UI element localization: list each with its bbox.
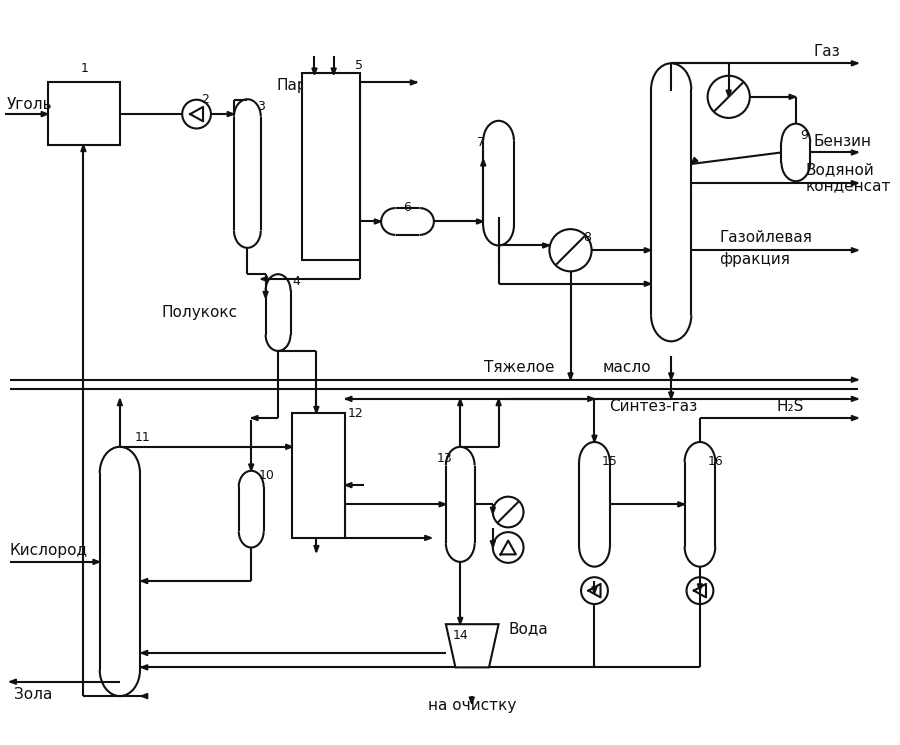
Polygon shape [10,679,16,684]
Polygon shape [141,650,148,656]
Text: масло: масло [602,360,651,375]
Polygon shape [410,80,417,85]
Text: Кислород: Кислород [10,543,87,558]
Polygon shape [588,396,595,402]
Polygon shape [851,396,859,402]
Polygon shape [41,112,48,117]
Polygon shape [726,90,732,97]
Text: 7: 7 [476,136,484,149]
Text: Тяжелое: Тяжелое [484,360,554,375]
Polygon shape [698,584,703,591]
Text: Уголь: Уголь [6,97,52,112]
Polygon shape [314,545,319,552]
Text: 3: 3 [257,100,265,113]
Polygon shape [346,483,352,488]
Polygon shape [314,407,319,413]
Text: 11: 11 [134,431,150,444]
Polygon shape [227,112,234,117]
Polygon shape [141,665,148,670]
Text: на очистку: на очистку [428,698,516,713]
Polygon shape [568,373,573,380]
Text: фракция: фракция [719,253,790,267]
Text: 10: 10 [259,469,274,482]
Polygon shape [141,694,148,699]
Polygon shape [81,145,86,151]
Text: Пар: Пар [276,77,307,93]
Polygon shape [425,536,431,540]
Polygon shape [285,444,292,449]
Text: 8: 8 [583,231,591,244]
Text: 5: 5 [355,59,363,72]
Polygon shape [312,68,317,75]
Polygon shape [263,291,268,298]
Polygon shape [491,507,495,514]
Polygon shape [669,373,674,380]
Polygon shape [141,579,148,583]
Text: Водяной: Водяной [806,162,874,177]
Text: 13: 13 [436,451,452,465]
Polygon shape [669,392,674,399]
Text: Бензин: Бензин [813,134,871,150]
Text: 1: 1 [80,62,88,74]
Text: 16: 16 [707,454,724,468]
Polygon shape [592,587,597,594]
Polygon shape [851,247,859,253]
Polygon shape [458,618,463,624]
Polygon shape [346,396,352,402]
Polygon shape [93,559,100,565]
Bar [292,413,346,538]
Text: 14: 14 [453,630,468,642]
Polygon shape [691,157,698,164]
Text: Газойлевая: Газойлевая [719,230,812,245]
Text: 4: 4 [292,276,301,288]
Polygon shape [458,399,463,405]
Text: Зола: Зола [14,687,53,702]
Polygon shape [851,377,859,382]
Polygon shape [678,502,685,507]
Polygon shape [469,697,474,704]
Text: H₂S: H₂S [777,399,804,414]
Polygon shape [476,219,483,224]
Polygon shape [439,502,446,507]
Polygon shape [117,399,122,405]
Text: конденсат: конденсат [806,179,891,194]
Polygon shape [851,416,859,421]
Polygon shape [481,159,486,166]
Bar [302,73,360,260]
Polygon shape [374,219,381,224]
Polygon shape [331,68,337,75]
Text: 12: 12 [348,407,364,419]
Text: Газ: Газ [813,44,840,60]
Text: Полукокс: Полукокс [161,305,238,320]
Polygon shape [446,624,499,668]
Text: 6: 6 [402,200,410,214]
Polygon shape [543,243,549,248]
Text: Синтез-газ: Синтез-газ [609,399,698,414]
Polygon shape [851,61,859,66]
Polygon shape [248,464,254,471]
Text: 2: 2 [202,93,209,107]
Text: 9: 9 [801,129,808,142]
Polygon shape [491,541,495,548]
Polygon shape [644,282,651,286]
Polygon shape [789,95,796,99]
Text: 15: 15 [602,454,618,468]
Polygon shape [851,150,859,155]
Polygon shape [261,276,267,282]
Polygon shape [644,247,651,253]
Text: Вода: Вода [508,621,548,636]
Polygon shape [496,399,501,405]
Bar [48,83,120,145]
Polygon shape [251,416,258,421]
Polygon shape [592,435,597,442]
Polygon shape [851,180,859,186]
